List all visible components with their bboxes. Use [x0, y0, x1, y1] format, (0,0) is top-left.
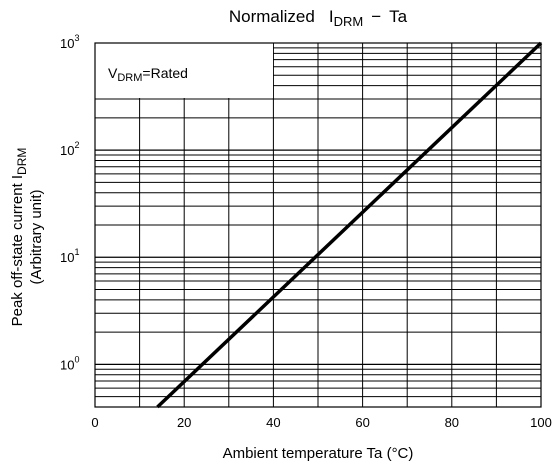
annotation-text: VDRM=Rated: [108, 65, 188, 84]
y-tick-label: 100: [60, 354, 79, 372]
grid: [95, 43, 541, 407]
y-tick-label: 101: [60, 247, 79, 265]
y-axis-label: Peak off-state current IDRM: [9, 148, 29, 327]
x-tick-label: 0: [91, 415, 98, 430]
x-tick-label: 100: [530, 415, 552, 430]
y-axis-unit-label: (Arbitrary unit): [28, 189, 45, 284]
plot-frame: [94, 42, 542, 408]
x-tick-label: 60: [355, 415, 369, 430]
x-tick-label: 40: [266, 415, 280, 430]
tick-labels: 0 20 40 60 80 100 100 101 102 103: [60, 33, 552, 430]
chart-title: Normalized IDRM − Ta: [229, 7, 408, 29]
x-tick-label: 80: [445, 415, 459, 430]
y-tick-label: 102: [60, 140, 79, 158]
y-tick-label: 103: [60, 33, 79, 51]
chart-marks: [156, 41, 543, 409]
x-axis-label: Ambient temperature Ta (°C): [223, 445, 414, 462]
series-line: [156, 41, 543, 409]
annotation-box: VDRM=Rated: [95, 43, 273, 98]
x-tick-label: 20: [177, 415, 191, 430]
